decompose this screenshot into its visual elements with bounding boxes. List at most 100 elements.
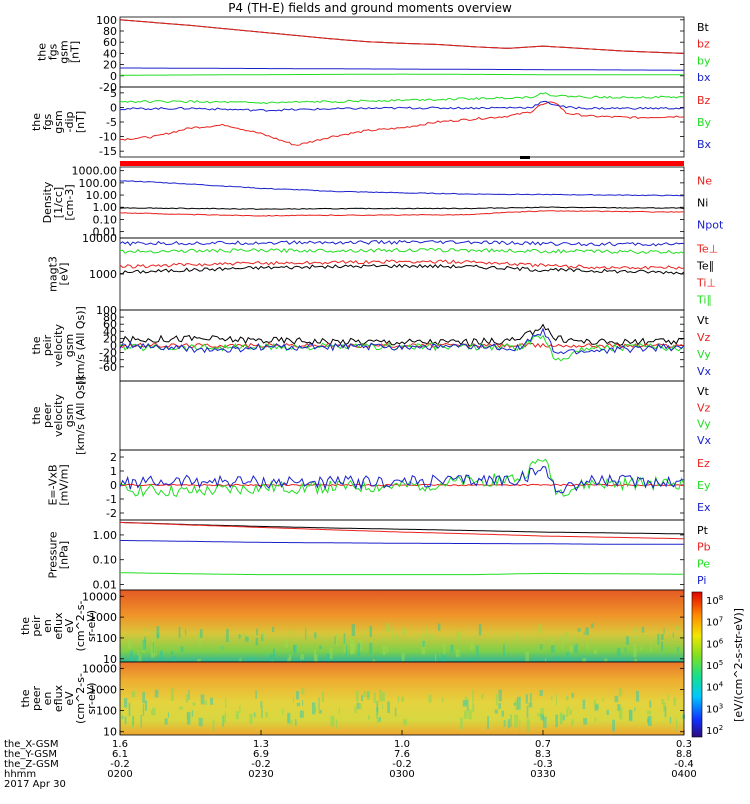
peir_spec-texture — [538, 624, 543, 634]
fgs-legend-1: bz — [697, 38, 710, 51]
peer_spec-texture — [249, 713, 253, 724]
peir_spec-ylabel: the — [19, 617, 32, 635]
peir_spec-texture — [386, 645, 389, 653]
peer_spec-texture — [164, 718, 168, 725]
x-tick-label: 8.8 — [676, 749, 692, 760]
panel-peer_spec: 10000 1000 100 10 thepeerenefluxeV(cm^2-s-sr… — [19, 661, 685, 739]
peir_spec-texture — [178, 626, 181, 638]
temperature-ytick-label: 100 — [96, 304, 117, 317]
colorbar-tick-label: 107 — [706, 616, 723, 629]
fgs_zoom-ytick-label: 5 — [110, 87, 117, 100]
peer_spec-texture — [292, 696, 294, 704]
peir_spec-texture — [677, 647, 679, 653]
peer_spec-texture — [387, 701, 390, 713]
efield-ytick-label: 1 — [110, 465, 117, 478]
fgs-ylabel: [nT] — [69, 41, 82, 63]
velocity_peir-ytick-label: -40 — [99, 354, 117, 367]
colorbar-tick-label: 108 — [706, 594, 723, 607]
colorbar-tick-label: 104 — [706, 681, 724, 694]
density-series-Ni — [119, 206, 685, 210]
peer_spec-texture — [428, 694, 432, 703]
peer_spec-texture — [571, 692, 575, 698]
density-ytick-label: 1000.00 — [72, 165, 118, 178]
peer_spec-texture — [188, 690, 190, 700]
peir_spec-texture — [559, 634, 562, 640]
x-tick-label: 1.0 — [394, 739, 410, 750]
temperature-series-Ti⊥ — [119, 239, 685, 247]
velocity_peir-ytick-label: 60 — [103, 318, 117, 331]
peir_spec-texture — [335, 634, 339, 646]
colorbar-tick-label: 102 — [706, 724, 723, 737]
peer_spec-texture — [192, 702, 196, 706]
x-tick-label: 0.3 — [676, 739, 692, 750]
peir_spec-texture — [450, 644, 454, 653]
peir_spec-texture — [476, 645, 479, 657]
peir_spec-texture — [550, 645, 555, 653]
velocity_peir-ytick-label: 0 — [110, 340, 117, 353]
peir_spec-texture — [350, 643, 354, 654]
peer_spec-texture — [255, 690, 257, 699]
peer_spec-texture — [381, 692, 385, 702]
peer_spec-texture — [185, 694, 189, 703]
peer_spec-texture — [619, 707, 623, 720]
peir_spec-ylabel: peir — [30, 615, 43, 637]
x-tick-label: 0200 — [107, 769, 132, 780]
fgs-ylabel: gsm — [58, 40, 71, 63]
x-tick-label: 1.3 — [253, 739, 269, 750]
x-tick-label: -0.2 — [251, 759, 271, 770]
peer_spec-texture — [540, 708, 545, 718]
velocity_peir-ylabel: peir — [41, 334, 54, 356]
peer_spec-texture — [515, 699, 518, 711]
peer_spec-texture — [178, 706, 183, 710]
peer_spec-texture — [647, 710, 652, 715]
peer_spec-texture — [296, 702, 301, 707]
density-series-Ne — [119, 210, 684, 217]
fgs-legend-2: by — [697, 54, 711, 67]
fgs_zoom-legend-2: Bx — [697, 138, 712, 151]
fgs_zoom-ylabel: gsm — [52, 110, 65, 133]
peer_spec-texture — [376, 719, 379, 724]
temperature-ylabel: [eV] — [58, 263, 71, 286]
peir_spec-texture — [639, 646, 642, 651]
density-ylabel: Density — [41, 181, 54, 223]
peer_spec-texture — [673, 697, 677, 706]
x-tick-label: 0.7 — [535, 739, 551, 750]
peir_spec-texture — [650, 640, 652, 652]
peir_spec-texture — [262, 631, 265, 638]
pressure-ylabel: Pressure — [47, 531, 60, 578]
pressure-ytick-label: 0.01 — [93, 579, 118, 592]
fgs_zoom-ylabel: -dip — [63, 111, 76, 132]
peer_spec-texture — [170, 687, 174, 701]
peer_spec-texture — [582, 699, 586, 710]
peir_spec-texture — [512, 640, 514, 644]
peir_spec-texture — [242, 633, 245, 639]
velocity_peir-series-Vz — [119, 342, 685, 349]
pressure-ytick-label: 0.10 — [93, 554, 118, 567]
peer_spec-texture — [290, 720, 293, 727]
peer_spec-texture — [514, 714, 518, 728]
velocity_peir-legend-2: Vy — [697, 348, 711, 361]
x-tick-label: 0300 — [389, 769, 414, 780]
peir_spec-texture — [540, 644, 543, 650]
panel-peir_spec: 10000 1000 100 10 thepeirenefluxeV(cm^2-s-sr… — [19, 589, 685, 673]
density-ylabel: [cm-3] — [63, 184, 76, 220]
peir_spec-texture — [305, 627, 307, 640]
velocity_peir-ytick-label: -60 — [99, 361, 117, 374]
peir_spec-texture — [641, 634, 645, 640]
peer_spec-texture — [282, 709, 284, 715]
peer_spec-texture — [628, 709, 633, 722]
peer_spec-texture — [368, 715, 370, 720]
pressure-series-Pt — [119, 521, 684, 535]
status-bar — [120, 156, 684, 166]
peer_spec-texture — [571, 719, 574, 726]
x-tick-label: 6.9 — [253, 749, 269, 760]
peir_spec-texture — [402, 627, 407, 635]
fgs-ytick-label: 80 — [103, 25, 117, 38]
pressure-legend-1: Pb — [697, 541, 711, 554]
fgs-series-Bt — [119, 19, 685, 54]
peer_spec-texture — [382, 703, 384, 710]
fgs_zoom-ylabel: fgs — [41, 113, 54, 130]
peir_spec-ytick-label: 10000 — [82, 590, 117, 603]
peir_spec-texture — [455, 649, 460, 658]
